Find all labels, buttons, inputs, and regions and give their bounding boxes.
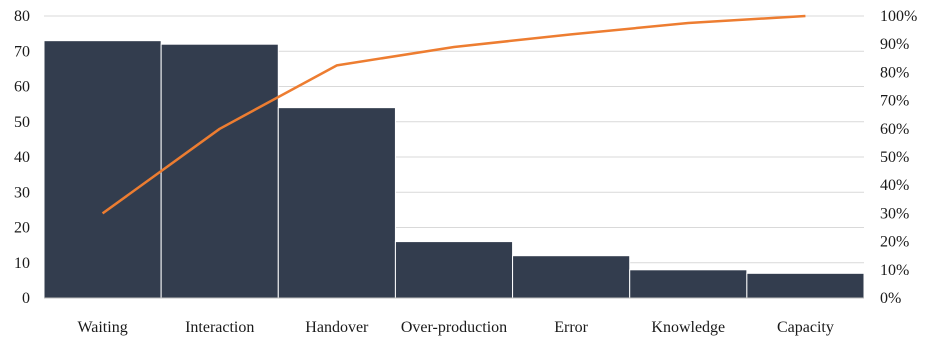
- right-tick-label: 50%: [880, 149, 909, 166]
- category-label: Interaction: [185, 319, 254, 336]
- left-tick-label: 80: [14, 8, 30, 25]
- right-tick-label: 30%: [880, 205, 909, 222]
- left-tick-label: 40: [14, 149, 30, 166]
- bar-knowledge: [629, 269, 748, 299]
- bar-handover: [277, 107, 396, 299]
- category-label: Capacity: [777, 319, 834, 336]
- right-tick-label: 70%: [880, 93, 909, 110]
- right-tick-label: 90%: [880, 36, 909, 53]
- bar-series: [43, 40, 865, 299]
- category-labels: Waiting Interaction Handover Over-productio…: [77, 319, 833, 336]
- left-tick-label: 20: [14, 220, 30, 237]
- left-tick-label: 70: [14, 43, 30, 60]
- right-tick-label: 20%: [880, 234, 909, 251]
- left-tick-label: 10: [14, 255, 30, 272]
- right-axis-ticks: 0% 10% 20% 30% 40% 50% 60% 70% 80% 90% 100%: [880, 8, 917, 307]
- category-label: Knowledge: [651, 319, 725, 336]
- right-tick-label: 0%: [880, 290, 901, 307]
- bar-capacity: [746, 272, 865, 299]
- bar-over-production: [394, 241, 514, 299]
- category-label: Handover: [305, 319, 369, 336]
- cumulative-line-series: [101, 14, 806, 215]
- right-tick-label: 40%: [880, 177, 909, 194]
- category-label: Over-production: [401, 319, 507, 336]
- bar-error: [512, 255, 631, 299]
- category-label: Error: [554, 319, 588, 336]
- category-label: Waiting: [77, 319, 127, 336]
- right-tick-label: 10%: [880, 262, 909, 279]
- left-tick-label: 30: [14, 184, 30, 201]
- right-tick-label: 100%: [880, 8, 917, 25]
- right-tick-label: 60%: [880, 121, 909, 138]
- left-tick-label: 60: [14, 79, 30, 96]
- left-tick-label: 50: [14, 114, 30, 131]
- right-tick-label: 80%: [880, 64, 909, 81]
- left-axis-ticks: 0 10 20 30 40 50 60 70 80: [14, 8, 30, 307]
- bar-interaction: [160, 43, 279, 299]
- left-tick-label: 0: [22, 290, 30, 307]
- bar-waiting: [43, 40, 162, 299]
